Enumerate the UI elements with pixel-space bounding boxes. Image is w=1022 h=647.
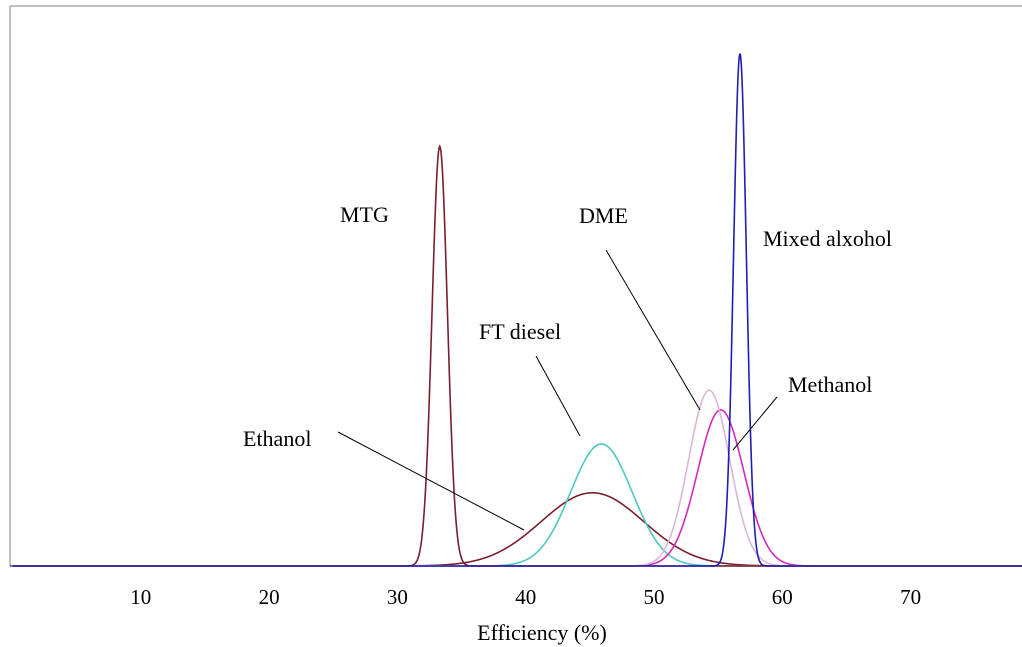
methanol-leader — [732, 396, 778, 451]
series-curves — [12, 53, 1022, 567]
annotation-leaders — [337, 249, 778, 531]
label-ethanol: Ethanol — [243, 426, 311, 451]
series-line-ft-diesel — [12, 443, 1022, 567]
label-mtg: MTG — [340, 202, 389, 227]
series-line-dme — [12, 389, 1022, 567]
ft-diesel-leader — [535, 355, 581, 437]
x-axis-title: Efficiency (%) — [477, 620, 607, 645]
x-tick-label-40: 40 — [515, 585, 536, 609]
x-tick-labels: 10 20 30 40 50 60 70 — [130, 585, 921, 609]
x-tick-label-10: 10 — [130, 585, 151, 609]
dme-leader — [605, 249, 701, 411]
label-methanol: Methanol — [788, 372, 872, 397]
series-line-ethanol — [12, 491, 1022, 567]
series-line-mixed-alxohol — [12, 53, 1022, 567]
series-line-methanol — [12, 409, 1022, 567]
x-tick-label-30: 30 — [387, 585, 408, 609]
series-line-mtg — [12, 144, 1022, 567]
ethanol-leader — [337, 431, 525, 531]
x-tick-label-20: 20 — [259, 585, 280, 609]
x-tick-label-50: 50 — [644, 585, 665, 609]
x-tick-label-60: 60 — [772, 585, 793, 609]
label-dme: DME — [579, 203, 628, 228]
label-mixed-alxohol: Mixed alxohol — [763, 226, 892, 251]
x-tick-label-70: 70 — [900, 585, 921, 609]
label-ft-diesel: FT diesel — [479, 319, 561, 344]
